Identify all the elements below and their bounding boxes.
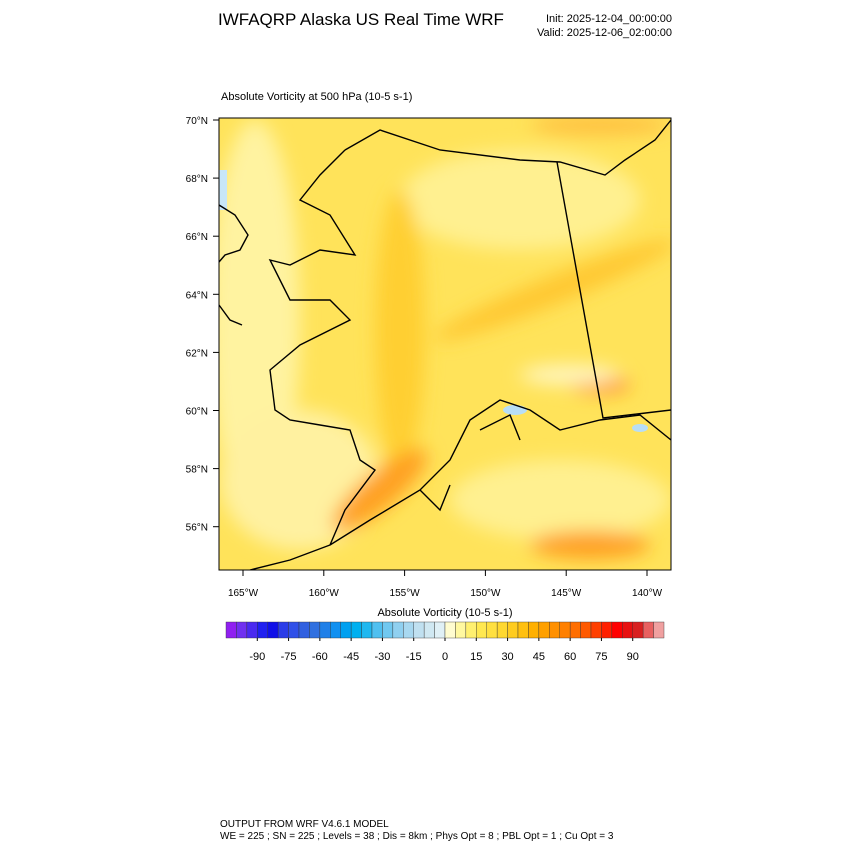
coastline xyxy=(219,119,671,570)
colorbar-label: -75 xyxy=(281,651,297,663)
lon-label: 150°W xyxy=(470,588,501,599)
colorbar-label: 90 xyxy=(627,651,639,663)
colorbar-box xyxy=(590,621,602,639)
colorbar-label: 15 xyxy=(470,651,482,663)
colorbar-box xyxy=(580,621,592,639)
colorbar-box xyxy=(392,621,404,639)
colorbar-box xyxy=(632,621,644,639)
colorbar-box xyxy=(496,621,508,639)
colorbar-box xyxy=(319,621,331,639)
colorbar-box xyxy=(465,621,477,639)
colorbar-box xyxy=(403,621,414,639)
colorbar-box xyxy=(288,621,300,639)
colorbar-label: -15 xyxy=(406,651,422,663)
colorbar-box xyxy=(330,621,341,639)
colorbar-box xyxy=(309,621,321,639)
colorbar-label: 60 xyxy=(564,651,576,663)
colorbar-label: 45 xyxy=(533,651,545,663)
colorbar-box xyxy=(382,621,394,639)
colorbar-label: 75 xyxy=(595,651,607,663)
colorbar-box xyxy=(642,621,654,639)
colorbar-box xyxy=(225,621,237,639)
init-time: Init: 2025-12-04_00:00:00 xyxy=(546,13,672,25)
colorbar-label: -90 xyxy=(249,651,265,663)
colorbar-box xyxy=(277,621,289,639)
colorbar-box xyxy=(538,621,550,639)
colorbar-box xyxy=(434,621,446,639)
footer-line: WE = 225 ; SN = 225 ; Levels = 38 ; Dis … xyxy=(220,831,614,842)
colorbar-box xyxy=(246,621,258,639)
colorbar-box xyxy=(350,621,362,639)
colorbar-box xyxy=(517,621,529,639)
colorbar-box xyxy=(257,621,268,639)
colorbar-box xyxy=(476,621,487,639)
colorbar-box xyxy=(236,621,248,639)
lon-label: 160°W xyxy=(309,588,340,599)
colorbar-box xyxy=(559,621,571,639)
lat-label: 56°N xyxy=(186,523,208,534)
map-frame xyxy=(218,117,672,571)
colorbar-box xyxy=(298,621,310,639)
lat-label: 58°N xyxy=(186,465,208,476)
lon-label: 140°W xyxy=(632,588,663,599)
colorbar-label: -30 xyxy=(374,651,390,663)
colorbar-box xyxy=(486,621,498,639)
lat-label: 62°N xyxy=(186,348,208,359)
colorbar-box xyxy=(371,621,383,639)
colorbar-box xyxy=(267,621,279,639)
colorbar-box xyxy=(361,621,373,639)
colorbar-label: 0 xyxy=(442,651,448,663)
colorbar-label: -60 xyxy=(312,651,328,663)
lat-label: 68°N xyxy=(186,174,208,185)
colorbar-box xyxy=(340,621,352,639)
colorbar-box xyxy=(611,621,623,639)
colorbar-box xyxy=(423,621,435,639)
map-field xyxy=(219,118,671,570)
colorbar-label: -45 xyxy=(343,651,359,663)
colorbar-box xyxy=(549,621,560,639)
lat-label: 66°N xyxy=(186,232,208,243)
colorbar-box xyxy=(455,621,467,639)
lon-label: 145°W xyxy=(551,588,582,599)
lat-label: 60°N xyxy=(186,407,208,418)
lon-label: 155°W xyxy=(390,588,421,599)
title: IWFAQRP Alaska US Real Time WRF xyxy=(218,10,504,29)
colorbar-box xyxy=(601,621,613,639)
lat-label: 70°N xyxy=(186,116,208,127)
lat-label: 64°N xyxy=(186,290,208,301)
colorbar-box xyxy=(653,621,665,639)
colorbar-label: 30 xyxy=(501,651,513,663)
valid-time: Valid: 2025-12-06_02:00:00 xyxy=(537,27,672,39)
colorbar-box xyxy=(622,621,633,639)
colorbar-box xyxy=(507,621,519,639)
footer-line: OUTPUT FROM WRF V4.6.1 MODEL xyxy=(220,819,389,830)
colorbar-box xyxy=(528,621,540,639)
map-title: Absolute Vorticity at 500 hPa (10-5 s-1) xyxy=(221,91,412,103)
lon-label: 165°W xyxy=(228,588,259,599)
colorbar-box xyxy=(569,621,581,639)
colorbar-box xyxy=(444,621,456,639)
colorbar-title: Absolute Vorticity (10-5 s-1) xyxy=(377,607,512,619)
colorbar-box xyxy=(413,621,425,639)
